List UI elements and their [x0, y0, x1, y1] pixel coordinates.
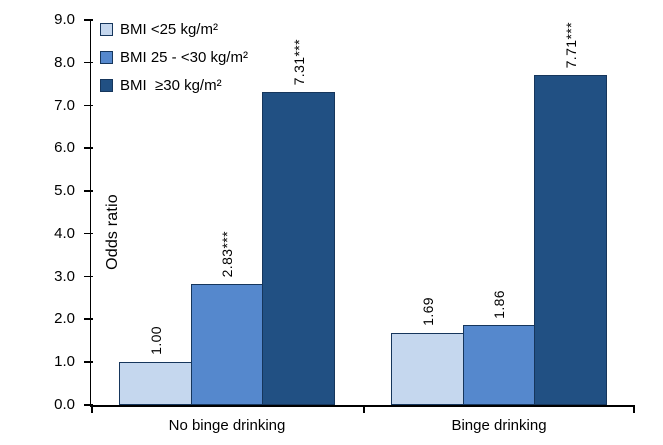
- y-tick-mark: [84, 19, 93, 21]
- y-tick-label: 3.0: [54, 267, 75, 285]
- category-bars: 1.00 2.83*** 7.31***: [119, 39, 335, 405]
- category-bars: 1.69 1.86 7.71***: [391, 22, 607, 405]
- bar: 1.69: [391, 297, 464, 405]
- x-category-label: No binge drinking: [168, 417, 286, 434]
- bar-value-label: 1.86: [491, 289, 507, 319]
- y-tick-label: 2.0: [54, 310, 75, 328]
- bar-value-label: 7.71***: [562, 21, 579, 69]
- y-tick-label: 7.0: [54, 96, 75, 114]
- y-tick-label: 5.0: [54, 182, 75, 200]
- y-tick-label: 9.0: [54, 11, 75, 28]
- bar: 7.31***: [262, 39, 335, 405]
- plot-area: Odds ratio 0.0 1.0 2.0 3.0 4.0 5.0 6.0 7.0 8.0 9.…: [54, 11, 635, 434]
- y-tick-label: 4.0: [54, 224, 75, 242]
- legend: BMI <25 kg/m² BMI 25 - <30 kg/m² BMI ≥30 k…: [100, 21, 248, 94]
- y-tick-label: 1.0: [54, 353, 75, 371]
- bar-groups: 1.00 2.83*** 7.31*** No binge drinking 1.69 1…: [91, 20, 635, 434]
- y-tick-label: 0.0: [54, 396, 75, 413]
- y-tick-mark: [84, 318, 93, 321]
- y-tick-label: 8.0: [54, 53, 75, 71]
- bar-value-label: 1.69: [419, 296, 436, 326]
- y-tick-mark: [84, 232, 93, 235]
- y-tick-mark: [84, 404, 93, 406]
- x-tick-mark: [91, 407, 93, 413]
- category-group: 1.00 2.83*** 7.31*** No binge drinking: [91, 39, 363, 434]
- legend-item: BMI <25 kg/m²: [100, 21, 248, 38]
- bar: 7.71***: [534, 22, 607, 405]
- legend-label: BMI ≥30 kg/m²: [120, 77, 222, 94]
- y-tick-mark: [84, 147, 93, 149]
- legend-swatch: [100, 79, 113, 92]
- bar: 1.86: [462, 290, 536, 405]
- legend-swatch: [100, 23, 113, 36]
- x-category-label: Binge drinking: [451, 417, 547, 434]
- legend-label: BMI <25 kg/m²: [120, 21, 218, 38]
- bar-value-label: 1.00: [147, 326, 164, 356]
- y-tick-mark: [84, 275, 93, 278]
- legend-item: BMI ≥30 kg/m²: [100, 77, 248, 94]
- y-tick-mark: [84, 104, 93, 107]
- bar: 1.00: [119, 326, 192, 405]
- x-tick-mark: [633, 407, 635, 413]
- legend-swatch: [100, 51, 113, 64]
- category-group: 1.69 1.86 7.71*** Binge drinking: [363, 22, 635, 434]
- y-tick-mark: [84, 361, 93, 363]
- legend-label: BMI 25 - <30 kg/m²: [120, 49, 248, 66]
- bar-value-label: 2.83***: [219, 230, 235, 277]
- legend-item: BMI 25 - <30 kg/m²: [100, 49, 248, 66]
- bar-value-label: 7.31***: [290, 38, 307, 86]
- y-tick-mark: [84, 190, 93, 192]
- bar: 2.83***: [190, 231, 264, 405]
- y-tick-mark: [84, 61, 93, 64]
- y-tick-label: 6.0: [54, 139, 75, 157]
- x-axis-ticks: [91, 405, 635, 413]
- x-tick-mark: [363, 407, 365, 413]
